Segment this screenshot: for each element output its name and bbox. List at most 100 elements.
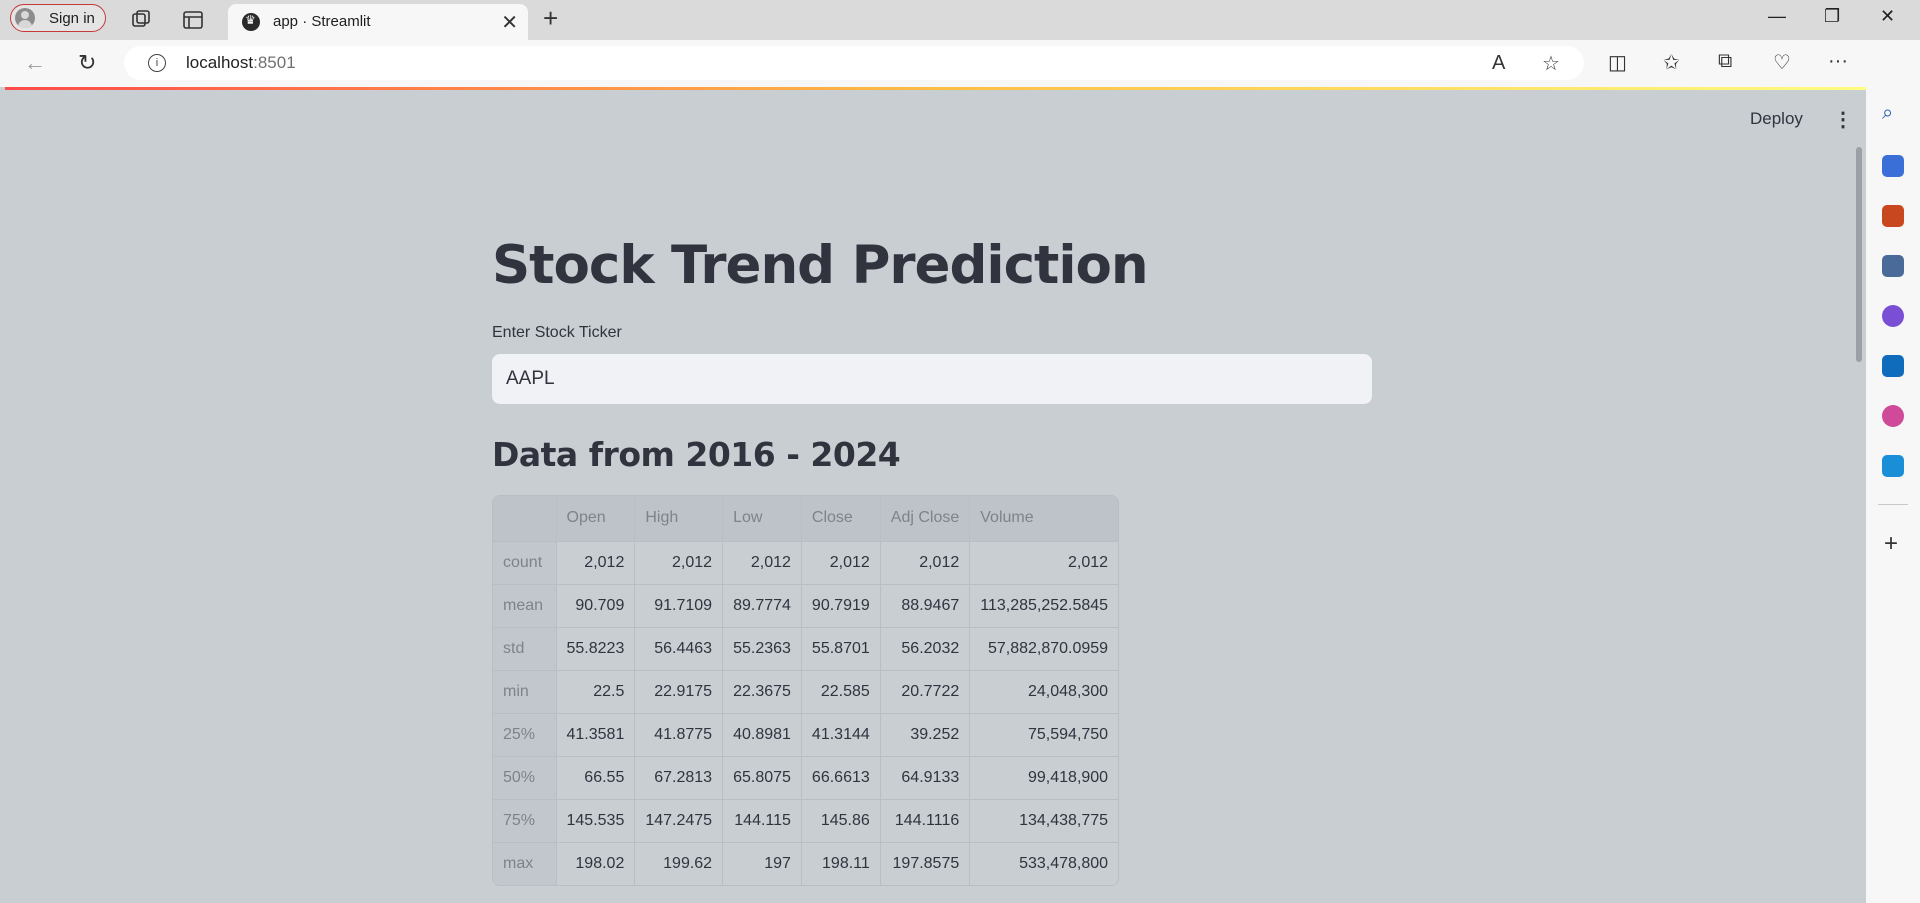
- describe-dataframe[interactable]: Open High Low Close Adj Close Volume cou…: [492, 495, 1120, 886]
- table-row: 50% 66.55 67.2813 65.8075 66.6613 64.9133 99,4…: [493, 756, 1119, 800]
- search-icon[interactable]: ⌕: [1882, 102, 1894, 124]
- add-sidebar-icon[interactable]: +: [1884, 530, 1899, 557]
- restore-icon[interactable]: ❐: [1824, 6, 1841, 26]
- table-cell[interactable]: 2,012: [969, 541, 1119, 585]
- table-cell[interactable]: 89.7774: [722, 584, 802, 628]
- favorite-star-icon[interactable]: ☆: [1542, 53, 1560, 75]
- table-cell[interactable]: 147.2475: [634, 799, 724, 843]
- table-cell[interactable]: 22.3675: [722, 670, 802, 714]
- profile-signin-button[interactable]: Sign in: [10, 4, 106, 32]
- page-title: Stock Trend Prediction: [492, 235, 1149, 296]
- table-cell[interactable]: 39.252: [880, 713, 971, 757]
- refresh-icon[interactable]: ↻: [78, 50, 97, 75]
- table-cell[interactable]: 55.2363: [722, 627, 802, 671]
- table-cell[interactable]: 199.62: [634, 842, 724, 885]
- tab-actions-icon[interactable]: [181, 8, 205, 32]
- table-row: 75% 145.535 147.2475 144.115 145.86 144.1116 1…: [493, 799, 1119, 843]
- row-label: min: [493, 670, 557, 714]
- url-field[interactable]: i localhost:8501 A ☆: [124, 46, 1584, 80]
- column-header-low[interactable]: Low: [722, 496, 802, 542]
- favorites-icon[interactable]: ✩: [1663, 52, 1680, 74]
- settings-more-icon[interactable]: ···: [1828, 50, 1848, 72]
- column-header-adj-close[interactable]: Adj Close: [880, 496, 971, 542]
- column-header-high[interactable]: High: [634, 496, 724, 542]
- column-header-open[interactable]: Open: [556, 496, 636, 542]
- table-cell[interactable]: 24,048,300: [969, 670, 1119, 714]
- table-cell[interactable]: 55.8701: [801, 627, 881, 671]
- table-cell[interactable]: 2,012: [556, 541, 636, 585]
- outlook-icon[interactable]: [1882, 355, 1904, 377]
- table-cell[interactable]: 56.2032: [880, 627, 971, 671]
- close-tab-icon[interactable]: ✕: [501, 12, 518, 34]
- column-header-volume[interactable]: Volume: [969, 496, 1119, 542]
- signin-label: Sign in: [49, 10, 95, 27]
- browser-essentials-icon[interactable]: ♡: [1773, 52, 1791, 74]
- table-cell[interactable]: 2,012: [722, 541, 802, 585]
- ticker-input-label: Enter Stock Ticker: [492, 324, 622, 341]
- table-cell[interactable]: 66.55: [556, 756, 636, 800]
- table-cell[interactable]: 20.7722: [880, 670, 971, 714]
- table-cell[interactable]: 41.8775: [634, 713, 724, 757]
- table-cell[interactable]: 65.8075: [722, 756, 802, 800]
- edge-sidebar: ⌕ +: [1866, 40, 1920, 903]
- shopping-tag-icon[interactable]: [1882, 155, 1904, 177]
- table-cell[interactable]: 144.1116: [880, 799, 971, 843]
- collections-icon[interactable]: ⧉: [1718, 50, 1733, 72]
- table-cell[interactable]: 88.9467: [880, 584, 971, 628]
- profile-avatar-icon: [15, 8, 35, 28]
- table-cell[interactable]: 2,012: [880, 541, 971, 585]
- table-cell[interactable]: 75,594,750: [969, 713, 1119, 757]
- tools-icon[interactable]: [1882, 205, 1904, 227]
- table-cell[interactable]: 91.7109: [634, 584, 724, 628]
- table-cell[interactable]: 533,478,800: [969, 842, 1119, 885]
- url-port: :8501: [253, 53, 296, 72]
- workspaces-icon[interactable]: [129, 8, 153, 32]
- table-cell[interactable]: 197.8575: [880, 842, 971, 885]
- games-icon[interactable]: [1882, 255, 1904, 277]
- column-header-close[interactable]: Close: [801, 496, 881, 542]
- table-cell[interactable]: 2,012: [634, 541, 724, 585]
- table-cell[interactable]: 144.115: [722, 799, 802, 843]
- table-cell[interactable]: 99,418,900: [969, 756, 1119, 800]
- table-cell[interactable]: 90.709: [556, 584, 636, 628]
- table-cell[interactable]: 64.9133: [880, 756, 971, 800]
- new-tab-icon[interactable]: +: [543, 3, 559, 33]
- table-cell[interactable]: 22.585: [801, 670, 881, 714]
- table-cell[interactable]: 41.3144: [801, 713, 881, 757]
- table-cell[interactable]: 40.8981: [722, 713, 802, 757]
- designer-icon[interactable]: [1882, 405, 1904, 427]
- table-cell[interactable]: 145.535: [556, 799, 636, 843]
- read-aloud-icon[interactable]: A: [1492, 52, 1506, 74]
- ticker-input[interactable]: [492, 354, 1372, 404]
- deploy-button[interactable]: Deploy: [1750, 109, 1803, 128]
- table-cell[interactable]: 22.5: [556, 670, 636, 714]
- table-cell[interactable]: 67.2813: [634, 756, 724, 800]
- microsoft365-icon[interactable]: [1882, 305, 1904, 327]
- table-cell[interactable]: 145.86: [801, 799, 881, 843]
- table-cell[interactable]: 90.7919: [801, 584, 881, 628]
- window-close-icon[interactable]: ✕: [1880, 6, 1896, 26]
- table-cell[interactable]: 41.3581: [556, 713, 636, 757]
- table-cell[interactable]: 2,012: [801, 541, 881, 585]
- table-cell[interactable]: 197: [722, 842, 802, 885]
- row-label: 75%: [493, 799, 557, 843]
- table-cell[interactable]: 57,882,870.0959: [969, 627, 1119, 671]
- table-cell[interactable]: 66.6613: [801, 756, 881, 800]
- table-cell[interactable]: 113,285,252.5845: [969, 584, 1119, 628]
- table-cell[interactable]: 198.02: [556, 842, 636, 885]
- scrollbar[interactable]: [1856, 147, 1862, 362]
- active-tab[interactable]: app · Streamlit ✕: [228, 4, 528, 40]
- split-screen-icon[interactable]: ◫: [1608, 52, 1627, 74]
- minimize-icon[interactable]: —: [1768, 6, 1786, 26]
- table-cell[interactable]: 56.4463: [634, 627, 724, 671]
- streamlit-app: Deploy ⋮ Stock Trend Prediction Enter St…: [5, 87, 1866, 903]
- table-cell[interactable]: 134,438,775: [969, 799, 1119, 843]
- site-info-icon[interactable]: i: [148, 54, 166, 72]
- back-icon[interactable]: ←: [24, 50, 46, 75]
- table-cell[interactable]: 198.11: [801, 842, 881, 885]
- send-icon[interactable]: [1882, 455, 1904, 477]
- table-cell[interactable]: 22.9175: [634, 670, 724, 714]
- browser-tabstrip: Sign in app · Streamlit ✕ + — ❐ ✕: [0, 0, 1920, 40]
- table-cell[interactable]: 55.8223: [556, 627, 636, 671]
- main-menu-icon[interactable]: ⋮: [1833, 109, 1853, 131]
